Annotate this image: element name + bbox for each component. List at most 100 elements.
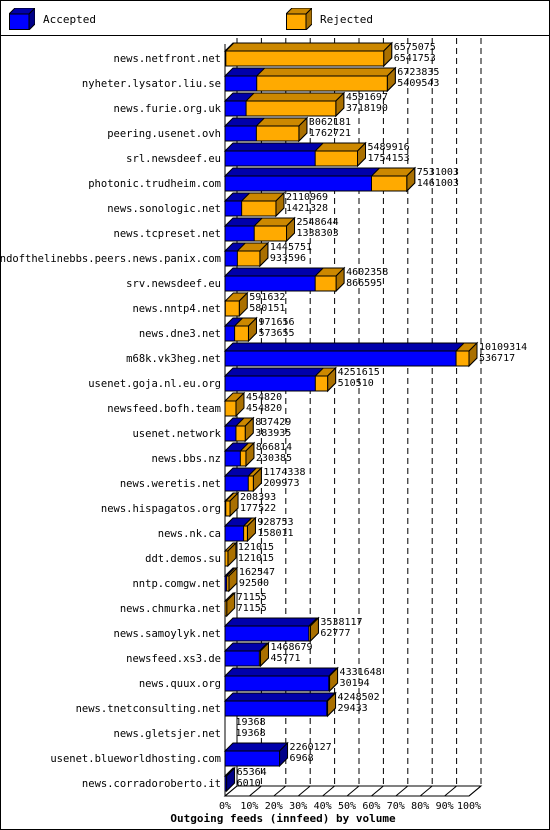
data-label-accepted: 591632 (249, 292, 285, 303)
category-label: nntp.comgw.net (132, 578, 221, 590)
legend-label-rejected: Rejected (320, 13, 373, 26)
data-label-rejected: 6968 (290, 753, 314, 764)
category-label: news.dne3.net (139, 328, 221, 340)
category-label: endofthelinebbs.peers.news.panix.com (1, 253, 221, 265)
bar-rejected (313, 266, 346, 293)
category-label: news.hispagatos.org (101, 503, 221, 515)
bar-rejected (224, 41, 393, 68)
bar-rejected (454, 341, 479, 368)
data-label-accepted: 2548644 (297, 217, 339, 228)
data-label-rejected: 933596 (270, 253, 306, 264)
x-tick-label: 50% (338, 801, 356, 812)
category-label: peering.usenet.ovh (107, 128, 221, 140)
category-label: news.furie.org.uk (114, 103, 222, 115)
category-label: newsfeed.xs3.de (126, 653, 221, 665)
data-label-rejected: 45771 (270, 653, 300, 664)
data-label-accepted: 71155 (237, 592, 267, 603)
data-label-rejected: 1754153 (368, 153, 410, 164)
data-label-rejected: 1461003 (417, 178, 459, 189)
data-label-accepted: 65364 (237, 767, 267, 778)
category-label: news.samoylyk.net (114, 628, 221, 640)
data-label-accepted: 928753 (257, 517, 293, 528)
data-label-rejected: 121015 (238, 553, 274, 564)
category-label: news.weretis.net (120, 478, 221, 490)
x-tick-label: 80% (411, 801, 429, 812)
data-label-rejected: 29433 (338, 703, 368, 714)
bar-rejected (234, 416, 255, 443)
bar-rejected (325, 691, 337, 718)
chart-title: Outgoing feeds (innfeed) by volume (170, 812, 396, 825)
data-label-accepted: 866814 (256, 442, 292, 453)
data-label-accepted: 4591697 (346, 92, 388, 103)
data-label-accepted: 1468679 (270, 642, 312, 653)
bar-accepted (223, 616, 320, 643)
x-tick-label: 60% (362, 801, 380, 812)
data-label-accepted: 2110969 (286, 192, 328, 203)
category-label: news.netfront.net (114, 53, 221, 65)
floor-tick (297, 785, 311, 797)
floor-tick (371, 785, 384, 797)
data-label-rejected: 158011 (257, 528, 293, 539)
data-label-accepted: 971656 (258, 317, 294, 328)
data-label-accepted: 162547 (239, 567, 275, 578)
data-label-rejected: 177522 (240, 503, 276, 514)
category-label: news.corradoroberto.it (82, 778, 221, 790)
data-label-rejected: 230385 (256, 453, 292, 464)
bar-rejected (244, 91, 346, 118)
bar-rejected (224, 491, 240, 518)
data-label-rejected: 6010 (237, 778, 261, 789)
category-label: news.nk.ca (158, 528, 221, 540)
category-label: srv.newsdeef.eu (126, 278, 221, 290)
data-label-rejected: 62777 (320, 628, 350, 639)
bar-rejected (223, 591, 236, 618)
data-label-accepted: 3538117 (320, 617, 362, 628)
category-label: srl.newsdeef.eu (126, 153, 221, 165)
bar-rejected (313, 141, 367, 168)
x-tick-label: 90% (436, 801, 454, 812)
data-label-accepted: 1174338 (263, 467, 305, 478)
category-label: newsfeed.bofh.team (107, 403, 221, 415)
category-label: news.chmurka.net (120, 603, 221, 615)
category-label: news.bbs.nz (151, 453, 221, 465)
x-tick-label: 10% (240, 801, 258, 812)
bar-rejected (253, 216, 296, 243)
data-label-accepted: 19368 (236, 717, 266, 728)
data-label-accepted: 6723835 (397, 67, 439, 78)
category-label: nyheter.lysator.liu.se (82, 78, 221, 90)
bar-rejected (225, 566, 239, 593)
bar-rejected (307, 616, 320, 643)
category-label: photonic.trudheim.com (88, 178, 221, 190)
data-label-rejected: 5409543 (397, 78, 439, 89)
bar-accepted (223, 766, 236, 793)
bar-accepted (223, 666, 339, 693)
floor-tick (468, 785, 482, 797)
floor-tick (419, 785, 433, 797)
data-label-rejected: 92500 (239, 578, 269, 589)
bar-rejected (242, 516, 257, 543)
bar-rejected (255, 66, 397, 93)
data-label-rejected: 19368 (236, 728, 266, 739)
bar-rejected (239, 441, 256, 468)
data-label-accepted: 121015 (238, 542, 274, 553)
data-label-accepted: 4602358 (346, 267, 388, 278)
floor-tick (322, 785, 335, 797)
data-label-accepted: 1445751 (270, 242, 312, 253)
bar-rejected (224, 291, 249, 318)
data-label-rejected: 454820 (246, 403, 282, 414)
data-label-accepted: 4248502 (338, 692, 380, 703)
floor-tick (224, 785, 238, 797)
category-label: m68k.vk3heg.net (126, 353, 221, 365)
bar-rejected (327, 666, 339, 693)
data-label-rejected: 580151 (249, 303, 285, 314)
data-label-accepted: 2260127 (290, 742, 332, 753)
x-tick-label: 70% (387, 801, 405, 812)
bar-rejected (314, 366, 337, 393)
category-label: news.sonologic.net (107, 203, 221, 215)
floor-tick (249, 785, 262, 797)
legend: Accepted Rejected (1, 1, 549, 36)
data-label-rejected: 866595 (346, 278, 382, 289)
data-label-rejected: 510510 (338, 378, 374, 389)
bar-rejected (247, 466, 263, 493)
data-label-rejected: 1421328 (286, 203, 328, 214)
